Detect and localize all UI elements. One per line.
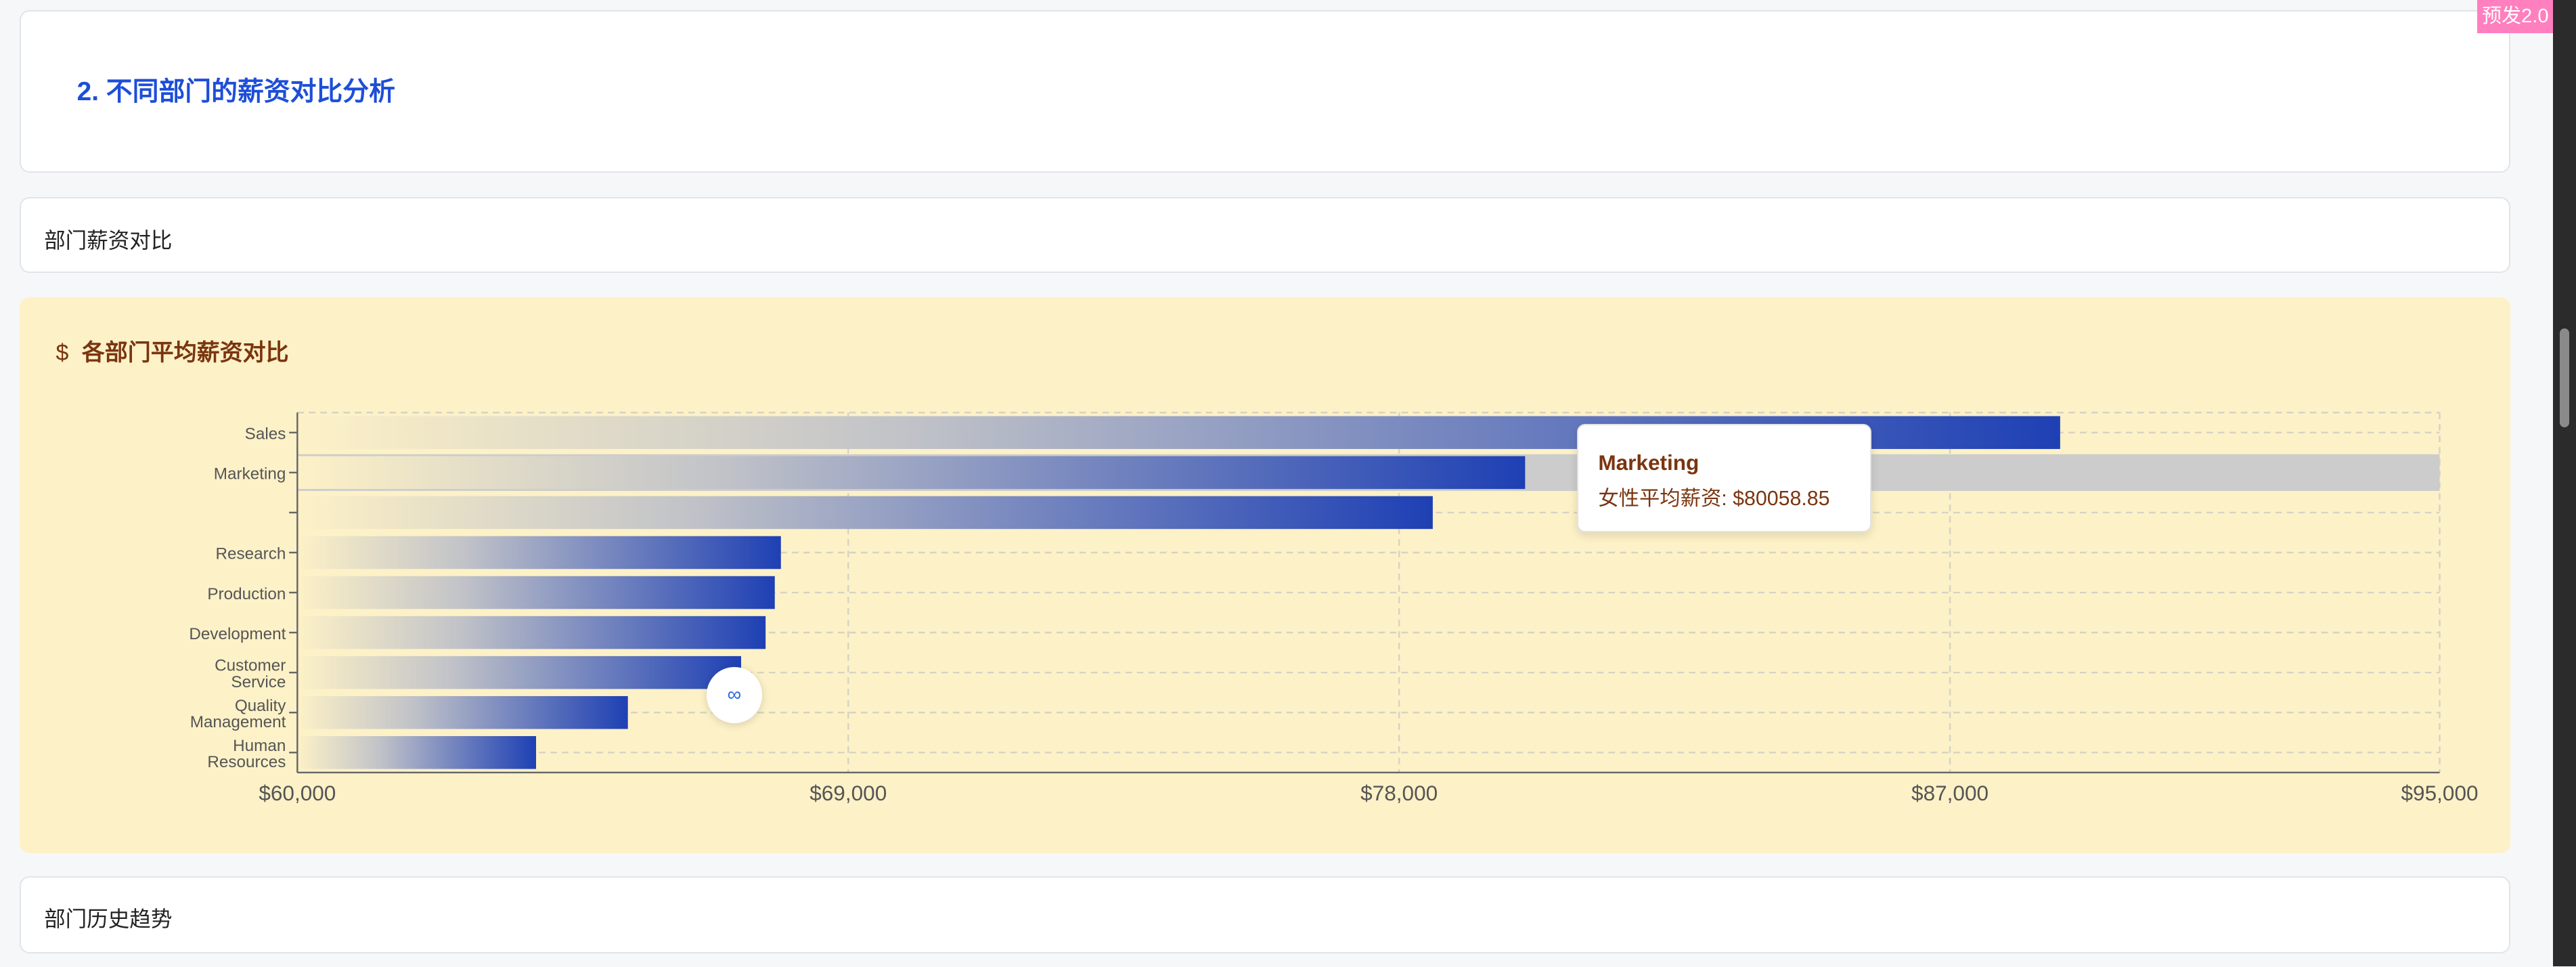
- x-tick-label: $87,000: [1911, 781, 1989, 805]
- y-tick-label: Sales: [245, 425, 286, 443]
- x-tick-label: $78,000: [1360, 781, 1438, 805]
- scrollbar-thumb[interactable]: [2559, 328, 2570, 428]
- dollar-icon: $: [55, 339, 69, 366]
- y-tick-label: Human Resources: [207, 737, 286, 771]
- bar[interactable]: [297, 736, 537, 769]
- assistant-float-button[interactable]: ∞: [706, 667, 763, 723]
- y-label-line: Resources: [207, 753, 286, 771]
- bar[interactable]: [297, 656, 741, 689]
- scrollbar[interactable]: [2553, 0, 2576, 967]
- bar[interactable]: [297, 496, 1433, 530]
- x-tick-label: $60,000: [259, 781, 336, 805]
- env-badge: 预发2.0: [2477, 0, 2553, 33]
- x-tick-label: $95,000: [2401, 781, 2479, 805]
- card-title: 部门薪资对比: [44, 228, 173, 253]
- chart-title: $ 各部门平均薪资对比: [56, 334, 289, 367]
- y-label-line: Quality: [235, 697, 286, 715]
- y-tick-label: Marketing: [214, 465, 286, 484]
- y-label-line: Sales: [245, 425, 286, 443]
- card-title: 部门历史趋势: [44, 907, 173, 932]
- y-tick-label: Research: [215, 545, 286, 563]
- section-title: 2. 不同部门的薪资对比分析: [76, 77, 395, 106]
- y-tick-label: Quality Management: [190, 697, 286, 731]
- bar[interactable]: [297, 695, 628, 729]
- y-label-line: Marketing: [214, 465, 286, 484]
- section-header-card: 2. 不同部门的薪资对比分析: [20, 9, 2510, 173]
- y-label-line: Service: [231, 673, 286, 691]
- y-tick-label: Customer Service: [215, 657, 286, 691]
- x-tick-label: $69,000: [809, 781, 887, 805]
- y-label-line: Production: [207, 585, 286, 603]
- tooltip-value: 女性平均薪资: $80058.85: [1598, 488, 1830, 511]
- y-label-line: Management: [190, 713, 286, 731]
- tooltip-category: Marketing: [1598, 450, 1700, 475]
- department-history-trend-card[interactable]: 部门历史趋势: [20, 876, 2510, 953]
- y-tick-label: Production: [207, 585, 286, 603]
- y-label-line: Development: [189, 625, 286, 643]
- y-label-line: Research: [215, 545, 286, 563]
- infinity-logo-icon: ∞: [727, 684, 742, 706]
- chart-tooltip: Marketing 女性平均薪资: $80058.85: [1577, 424, 1871, 533]
- bar[interactable]: [297, 576, 775, 609]
- bar[interactable]: [297, 616, 766, 649]
- department-salary-compare-card[interactable]: 部门薪资对比: [20, 197, 2510, 273]
- y-tick-label: Development: [189, 625, 286, 643]
- bar[interactable]: [297, 536, 781, 570]
- y-label-line: Customer: [215, 657, 286, 675]
- chart-title-text: 各部门平均薪资对比: [81, 339, 289, 366]
- y-label-line: Human: [233, 737, 286, 755]
- bar[interactable]: [297, 456, 1526, 490]
